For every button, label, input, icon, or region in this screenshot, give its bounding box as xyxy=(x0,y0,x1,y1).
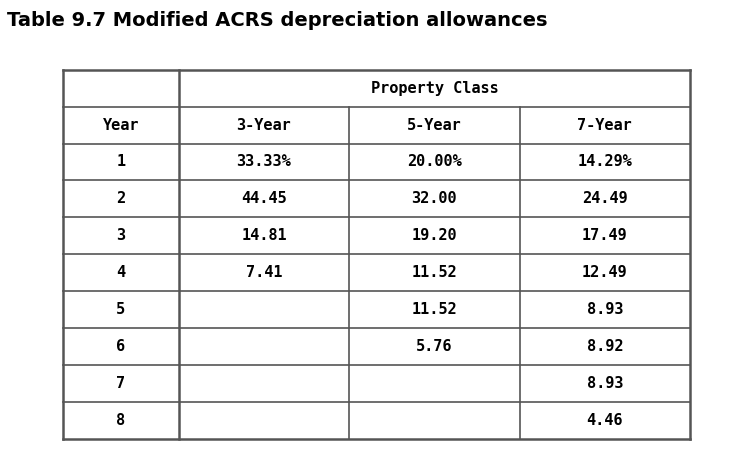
Text: 19.20: 19.20 xyxy=(412,228,458,243)
Text: 3-Year: 3-Year xyxy=(237,117,292,133)
Text: 7-Year: 7-Year xyxy=(577,117,632,133)
Text: Table 9.7 Modified ACRS depreciation allowances: Table 9.7 Modified ACRS depreciation all… xyxy=(7,11,548,30)
Text: 8.92: 8.92 xyxy=(587,339,623,354)
Text: 7: 7 xyxy=(116,376,125,391)
Text: 24.49: 24.49 xyxy=(582,191,627,207)
Text: 12.49: 12.49 xyxy=(582,265,627,280)
Text: 8: 8 xyxy=(116,413,125,428)
Text: 4.46: 4.46 xyxy=(587,413,623,428)
Text: 11.52: 11.52 xyxy=(412,265,458,280)
Text: 14.81: 14.81 xyxy=(241,228,287,243)
Text: 11.52: 11.52 xyxy=(412,302,458,317)
Text: 1: 1 xyxy=(116,154,125,170)
Text: 20.00%: 20.00% xyxy=(407,154,462,170)
Text: 5-Year: 5-Year xyxy=(407,117,462,133)
Text: 33.33%: 33.33% xyxy=(237,154,292,170)
Text: 3: 3 xyxy=(116,228,125,243)
Text: 17.49: 17.49 xyxy=(582,228,627,243)
Text: Property Class: Property Class xyxy=(370,81,498,96)
Text: 8.93: 8.93 xyxy=(587,376,623,391)
Text: 2: 2 xyxy=(116,191,125,207)
Text: 32.00: 32.00 xyxy=(412,191,458,207)
Text: Year: Year xyxy=(103,117,139,133)
Text: 5: 5 xyxy=(116,302,125,317)
Text: 8.93: 8.93 xyxy=(587,302,623,317)
Text: 44.45: 44.45 xyxy=(241,191,287,207)
Text: 5.76: 5.76 xyxy=(416,339,452,354)
Text: 14.29%: 14.29% xyxy=(577,154,632,170)
Text: 7.41: 7.41 xyxy=(246,265,282,280)
Text: 4: 4 xyxy=(116,265,125,280)
Text: 6: 6 xyxy=(116,339,125,354)
